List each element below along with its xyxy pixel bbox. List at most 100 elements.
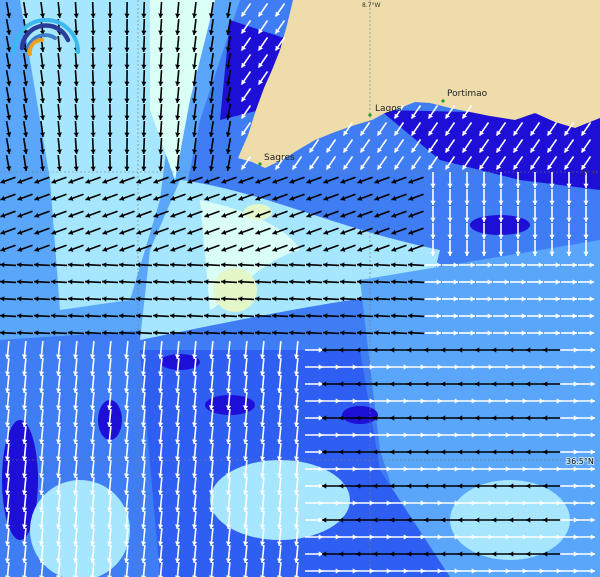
flow-arrow-head [255,212,261,218]
flow-arrow-head [191,81,198,86]
flow-arrow-head [38,558,45,563]
flow-arrow-head [55,473,62,478]
flow-arrow-head [481,217,487,222]
flow-arrow-head [521,279,526,285]
flow-arrow-head [0,313,5,319]
flow-arrow-head [522,398,527,404]
flow-arrow-head [386,432,391,438]
flow-arrow-head [89,456,96,461]
flow-arrow-head [590,517,595,523]
flow-arrow-head [72,524,79,529]
lat-label-south: 36.5°N [566,457,594,466]
flow-arrow-head [89,371,96,376]
flow-arrow-head [515,251,521,256]
flow-arrow-head [90,166,96,171]
flow-arrow-head [55,405,62,410]
flow-arrow-head [191,13,198,18]
flow-arrow-head [241,62,247,68]
flow-arrow-head [225,558,232,563]
flow-arrow-head [293,371,300,376]
flow-arrow-head [221,279,226,285]
flow-arrow-head [119,262,124,268]
flow-arrow-head [547,147,553,153]
flow-arrow-head [564,130,570,136]
flow-arrow-head [0,246,6,252]
flow-arrow-head [124,166,130,171]
flow-arrow-head [386,364,391,370]
zone-green-1 [213,268,257,312]
zone-palest [150,0,215,180]
flow-arrow-head [191,64,198,69]
flow-arrow-head [107,13,113,18]
flow-arrow-head [424,381,429,387]
land [238,0,600,168]
flow-arrow-head [505,364,510,370]
flow-arrow-head [123,507,130,512]
flow-arrow-head [340,313,345,319]
flow-arrow-head [322,415,327,421]
place-label-sagres[interactable]: Sagres [264,153,295,163]
flow-arrow-head [119,296,124,302]
flow-arrow-head [390,347,395,353]
flow-arrow-head [272,279,277,285]
flow-arrow-head [453,296,458,302]
flow-arrow-head [437,568,442,574]
place-label-lagos[interactable]: Lagos [375,104,402,114]
flow-arrow-head [322,347,327,353]
flow-arrow-head [102,262,107,268]
flow-arrow-head [55,354,62,359]
flow-arrow-head [55,456,62,461]
flow-arrow-head [496,130,502,136]
flow-arrow-head [17,246,23,252]
flow-arrow-head [538,330,543,336]
flow-arrow-head [374,195,380,201]
flow-arrow-head [241,130,247,136]
flow-arrow-head [272,246,278,252]
flow-arrow-head [532,200,538,205]
place-dot-sagres [258,162,262,166]
flow-arrow-head [259,439,266,444]
flow-arrow-head [187,246,193,252]
flow-arrow-head [225,456,232,461]
place-label-portimao[interactable]: Portimao [447,89,488,99]
flow-arrow-head [504,330,509,336]
flow-arrow-head [411,130,417,136]
flow-arrow-head [21,371,28,376]
flow-arrow-head [68,313,73,319]
flow-arrow-head [447,217,453,222]
flow-arrow-head [191,47,198,52]
flow-arrow-head [4,473,11,478]
flow-arrow-head [123,456,130,461]
flow-arrow-head [272,178,278,184]
flow-arrow-head [39,98,46,103]
flow-arrow-head [453,313,458,319]
flow-arrow-head [208,132,214,137]
flow-arrow-head [34,195,40,201]
flow-arrow-head [136,212,142,218]
flow-arrow-head [356,347,361,353]
flow-arrow-head [242,371,249,376]
flow-arrow-head [204,262,209,268]
flow-arrow-head [34,229,40,235]
flow-arrow-head [539,364,544,370]
flow-arrow-head [191,371,198,376]
flow-arrow-head [572,330,577,336]
flow-arrow-head [170,212,176,218]
flow-arrow-head [407,483,412,489]
flow-arrow-head [241,96,247,102]
flow-arrow-head [208,405,215,410]
flow-arrow-head [55,388,62,393]
flow-arrow-head [72,354,79,359]
flow-arrow-head [293,405,300,410]
flow-arrow-head [526,517,531,523]
flow-arrow-head [437,398,442,404]
flow-arrow-head [573,551,578,557]
flow-arrow-head [238,229,244,235]
flow-arrow-head [225,30,231,35]
flow-arrow-head [470,279,475,285]
zone-deep-5 [342,406,378,424]
flow-arrow-head [106,456,113,461]
